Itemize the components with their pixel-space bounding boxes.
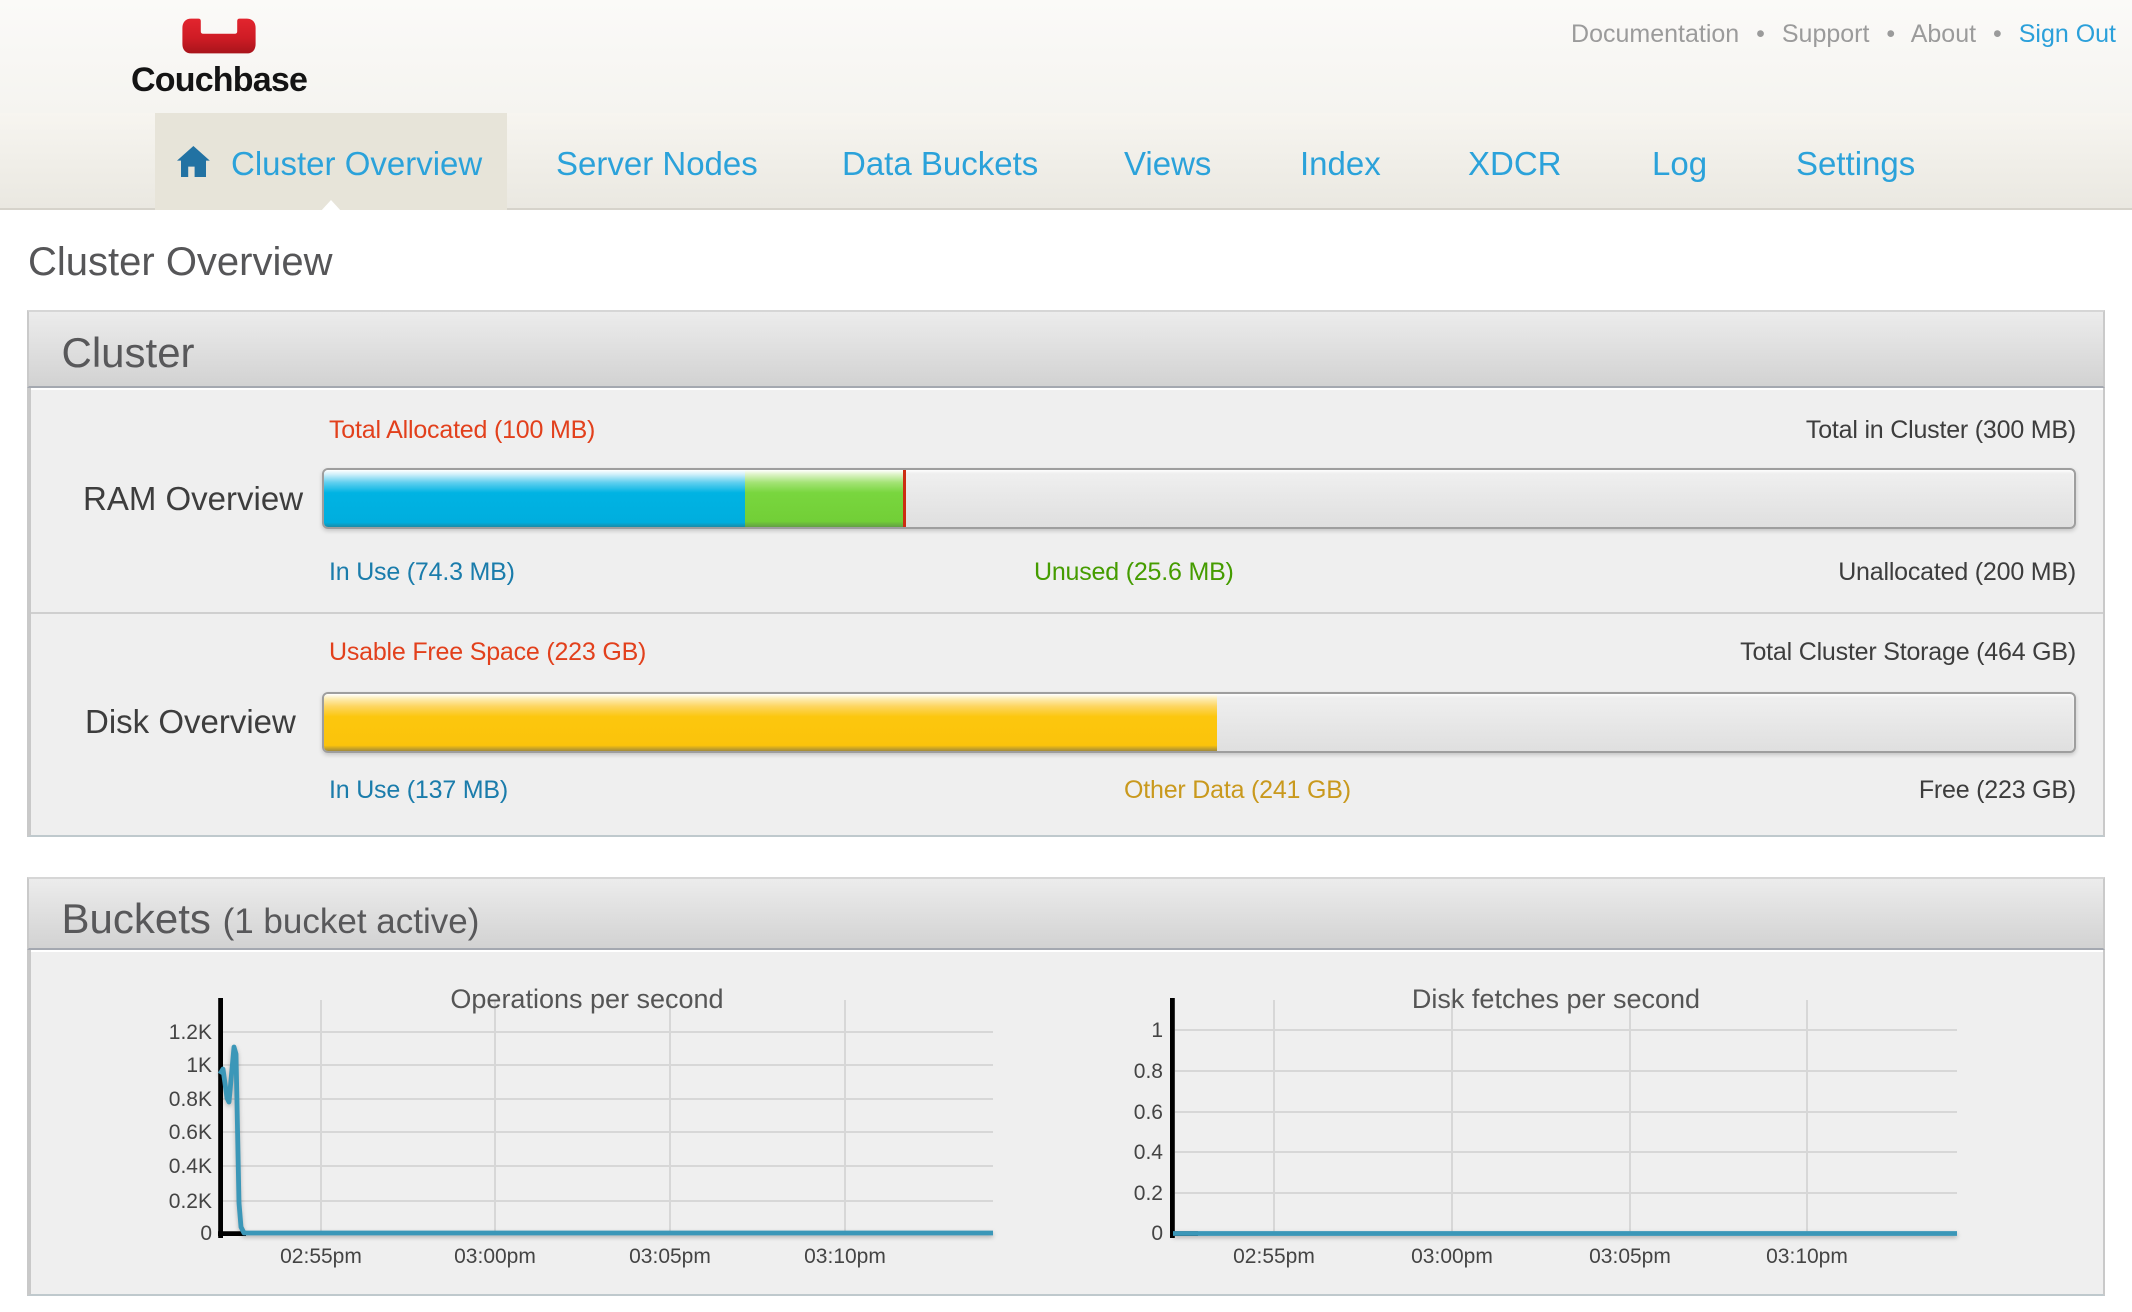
svg-text:02:55pm: 02:55pm: [1233, 1245, 1315, 1268]
svg-text:03:05pm: 03:05pm: [629, 1245, 711, 1268]
svg-text:0: 0: [200, 1222, 212, 1245]
svg-text:0.4K: 0.4K: [169, 1155, 212, 1178]
svg-text:02:55pm: 02:55pm: [280, 1245, 362, 1268]
svg-text:0.2: 0.2: [1134, 1182, 1163, 1205]
svg-text:Disk fetches per second: Disk fetches per second: [1412, 984, 1700, 1014]
svg-text:1.2K: 1.2K: [169, 1021, 212, 1044]
svg-text:0.4: 0.4: [1134, 1141, 1164, 1164]
svg-text:0.2K: 0.2K: [169, 1190, 212, 1213]
svg-text:0.8: 0.8: [1134, 1060, 1163, 1083]
svg-text:Operations per second: Operations per second: [450, 984, 723, 1014]
svg-text:1K: 1K: [186, 1054, 212, 1077]
svg-text:0.8K: 0.8K: [169, 1088, 212, 1111]
svg-text:0: 0: [1151, 1222, 1163, 1245]
svg-text:03:05pm: 03:05pm: [1589, 1245, 1671, 1268]
svg-text:03:00pm: 03:00pm: [454, 1245, 536, 1268]
svg-text:03:00pm: 03:00pm: [1411, 1245, 1493, 1268]
svg-text:03:10pm: 03:10pm: [1766, 1245, 1848, 1268]
svg-text:0.6K: 0.6K: [169, 1121, 212, 1144]
svg-text:03:10pm: 03:10pm: [804, 1245, 886, 1268]
svg-text:1: 1: [1151, 1019, 1163, 1042]
svg-text:0.6: 0.6: [1134, 1101, 1163, 1124]
